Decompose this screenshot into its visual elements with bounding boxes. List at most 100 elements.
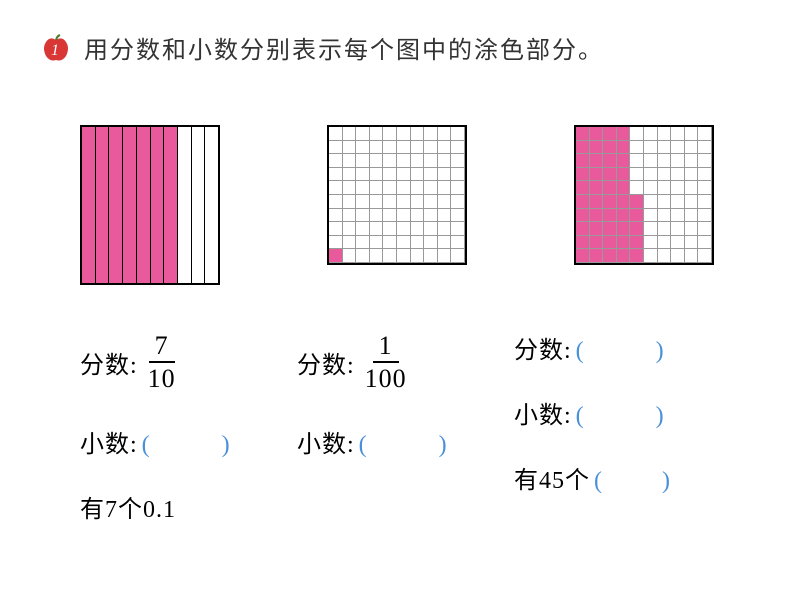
grid3-cell (603, 127, 617, 141)
fraction-1: 7 10 (142, 330, 182, 394)
grid3-cell (658, 181, 672, 195)
grid2-cell (397, 222, 411, 236)
grid2-cell (411, 209, 425, 223)
grid2-cell (411, 127, 425, 141)
decimal-blank-2: ( ) (359, 424, 455, 459)
grid3-cell (698, 154, 712, 168)
grid3-cell (603, 222, 617, 236)
fraction-line-1: 分数: 7 10 (80, 330, 280, 394)
grid3-cell (685, 181, 699, 195)
grid3-cell (576, 168, 590, 182)
grid3-cell (576, 181, 590, 195)
grid2-cell (383, 154, 397, 168)
grid3-cell (590, 141, 604, 155)
grid3-cell (685, 141, 699, 155)
grid3-cell (617, 236, 631, 250)
grid2-cell (438, 209, 452, 223)
grid3-cell (630, 168, 644, 182)
grid2-cell (329, 181, 343, 195)
grid2-cell (356, 168, 370, 182)
grid3-cell (698, 236, 712, 250)
grid3-cell (658, 168, 672, 182)
grid3-cell (698, 181, 712, 195)
diagram-2-grid (327, 125, 467, 265)
grid3-cell (644, 141, 658, 155)
grid3-cell (644, 127, 658, 141)
fraction-label: 分数: (514, 330, 572, 365)
grid3-cell (658, 209, 672, 223)
grid2-cell (383, 141, 397, 155)
spacer-2 (297, 489, 497, 516)
grid2-cell (383, 195, 397, 209)
grid2-cell (329, 141, 343, 155)
answers-row: 分数: 7 10 小数: ( ) 有7个0.1 分数: 1 100 小数: ( … (40, 330, 754, 524)
answer-group-1: 分数: 7 10 小数: ( ) 有7个0.1 (80, 330, 280, 524)
grid2-cell (411, 236, 425, 250)
grid2-cell (451, 141, 465, 155)
grid2-cell (383, 209, 397, 223)
grid2-cell (451, 195, 465, 209)
grid3-cell (617, 209, 631, 223)
grid3-cell (576, 236, 590, 250)
grid3-cell (658, 222, 672, 236)
grid3-cell (590, 236, 604, 250)
grid3-cell (671, 141, 685, 155)
grid2-cell (343, 168, 357, 182)
grid3-cell (671, 222, 685, 236)
grid2-cell (370, 127, 384, 141)
grid3-cell (630, 154, 644, 168)
grid3-cell (630, 249, 644, 263)
grid2-cell (451, 249, 465, 263)
grid1-col (82, 127, 96, 283)
grid2-cell (370, 181, 384, 195)
grid3-cell (590, 209, 604, 223)
grid3-cell (603, 181, 617, 195)
grid1-col (192, 127, 206, 283)
grid2-cell (451, 154, 465, 168)
fraction-2: 1 100 (359, 330, 413, 394)
grid2-cell (451, 181, 465, 195)
grid3-cell (617, 249, 631, 263)
grid2-cell (383, 249, 397, 263)
grid2-cell (397, 236, 411, 250)
grid3-cell (644, 168, 658, 182)
grid3-cell (617, 181, 631, 195)
grid2-cell (329, 236, 343, 250)
header: 1 用分数和小数分别表示每个图中的涂色部分。 (40, 30, 754, 65)
grid3-cell (590, 249, 604, 263)
grid3-cell (644, 222, 658, 236)
grid1-col (123, 127, 137, 283)
grid3-cell (685, 249, 699, 263)
grid3-cell (576, 249, 590, 263)
grid3-cell (590, 222, 604, 236)
grid3-cell (644, 209, 658, 223)
grid3-cell (603, 168, 617, 182)
grid2-cell (370, 168, 384, 182)
grid3-cell (671, 181, 685, 195)
grid3-cell (644, 249, 658, 263)
grid3-cell (685, 154, 699, 168)
decimal-line-1: 小数: ( ) (80, 424, 280, 459)
decimal-label: 小数: (80, 424, 138, 459)
grid1-col (137, 127, 151, 283)
grid2-cell (424, 181, 438, 195)
grid3-cell (685, 127, 699, 141)
grid2-cell (438, 154, 452, 168)
grid2-cell (397, 249, 411, 263)
grid3-cell (698, 127, 712, 141)
grid2-cell (397, 127, 411, 141)
grid2-cell (383, 127, 397, 141)
count-blank-3: ( ) (594, 460, 674, 495)
decimal-line-3: 小数: ( ) (514, 395, 714, 430)
diagrams-row (40, 125, 754, 285)
grid1-col (205, 127, 218, 283)
grid2-cell (424, 168, 438, 182)
grid3-cell (685, 236, 699, 250)
count-prefix-3: 有45个 (514, 460, 590, 495)
grid3-cell (671, 154, 685, 168)
diagram-3 (574, 125, 714, 285)
grid3-cell (603, 236, 617, 250)
grid2-cell (329, 168, 343, 182)
grid2-cell (438, 195, 452, 209)
grid2-cell (397, 209, 411, 223)
